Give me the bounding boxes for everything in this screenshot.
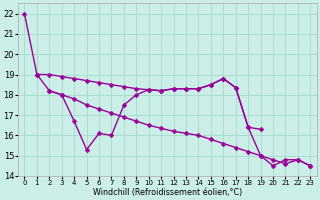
X-axis label: Windchill (Refroidissement éolien,°C): Windchill (Refroidissement éolien,°C) (93, 188, 242, 197)
